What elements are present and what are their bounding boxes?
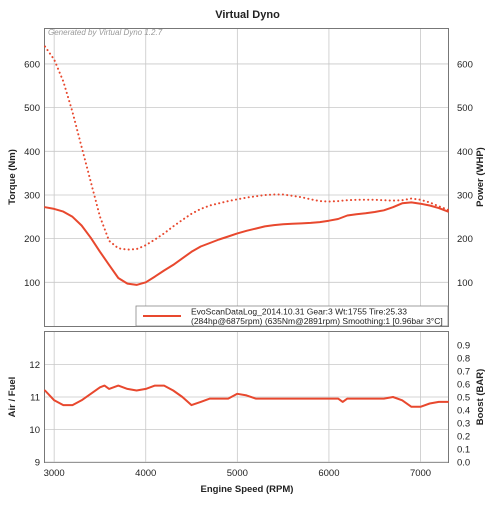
afr-series: [44, 384, 449, 408]
air-fuel-axis-label: Air / Fuel: [7, 377, 18, 418]
chart-title: Virtual Dyno: [215, 9, 280, 21]
air-fuel-tick-label: 11: [30, 393, 40, 404]
boost-tick-label: 0.2: [457, 432, 470, 443]
torque-tick-label: 400: [24, 147, 40, 158]
rpm-tick-label: 6000: [318, 468, 339, 479]
power-series-line: [44, 45, 449, 251]
torque-tick-label: 500: [24, 103, 40, 114]
boost-tick-label: 0.0: [457, 458, 470, 469]
boost-tick-label: 0.1: [457, 445, 470, 456]
torque-tick-label: 300: [24, 190, 40, 201]
boost-tick-label: 0.6: [457, 380, 470, 391]
legend: EvoScanDataLog_2014.10.31 Gear:3 Wt:1755…: [135, 305, 449, 327]
power-tick-label: 400: [457, 147, 473, 158]
power-tick-label: 200: [457, 234, 473, 245]
torque-power-gridlines: [45, 29, 448, 326]
torque-power-plot-area: [44, 28, 449, 327]
watermark-text: Generated by Virtual Dyno 1.2.7: [48, 28, 163, 37]
air-fuel-tick-label: 12: [29, 360, 40, 371]
torque-tick-label: 600: [24, 59, 40, 70]
rpm-tick-label: 4000: [135, 468, 156, 479]
afr-axis-ticks: 9 10 11 12: [29, 360, 40, 469]
torque-tick-label: 200: [24, 234, 40, 245]
boost-axis-ticks: 0.0 0.1 0.2 0.3 0.4 0.5 0.6 0.7 0.8 0.9: [457, 341, 470, 469]
torque-series-line: [44, 201, 449, 286]
boost-tick-label: 0.9: [457, 341, 470, 352]
power-tick-label: 500: [457, 103, 473, 114]
boost-tick-label: 0.5: [457, 393, 470, 404]
boost-axis-label: Boost (BAR): [475, 369, 486, 425]
afr-series-line: [44, 384, 449, 408]
power-tick-label: 600: [457, 59, 473, 70]
air-fuel-tick-label: 10: [29, 425, 40, 436]
boost-tick-label: 0.7: [457, 367, 470, 378]
boost-tick-label: 0.4: [457, 406, 470, 417]
boost-tick-label: 0.8: [457, 354, 470, 365]
rpm-tick-label: 3000: [44, 468, 65, 479]
rpm-tick-label: 7000: [410, 468, 431, 479]
boost-tick-label: 0.3: [457, 419, 470, 430]
rpm-tick-label: 5000: [227, 468, 248, 479]
torque-axis-label: Torque (Nm): [7, 149, 18, 205]
engine-speed-axis-label: Engine Speed (RPM): [201, 484, 294, 495]
power-axis-ticks: 100 200 300 400 500 600: [457, 59, 473, 288]
legend-text-line-1: EvoScanDataLog_2014.10.31 Gear:3 Wt:1755…: [191, 307, 407, 317]
rpm-axis-ticks: 3000 4000 5000 6000 7000: [44, 468, 432, 479]
air-fuel-tick-label: 9: [35, 458, 40, 469]
torque-power-series: [44, 45, 449, 286]
torque-tick-label: 100: [24, 278, 40, 289]
afr-boost-gridlines: [45, 332, 448, 463]
power-axis-label: Power (WHP): [475, 147, 486, 207]
power-tick-label: 100: [457, 278, 473, 289]
power-tick-label: 300: [457, 190, 473, 201]
legend-box: [135, 305, 449, 327]
torque-axis-ticks: 100 200 300 400 500 600: [24, 59, 40, 288]
legend-text-line-2: (284hp@6875rpm) (635Nm@2891rpm) Smoothin…: [191, 316, 443, 326]
